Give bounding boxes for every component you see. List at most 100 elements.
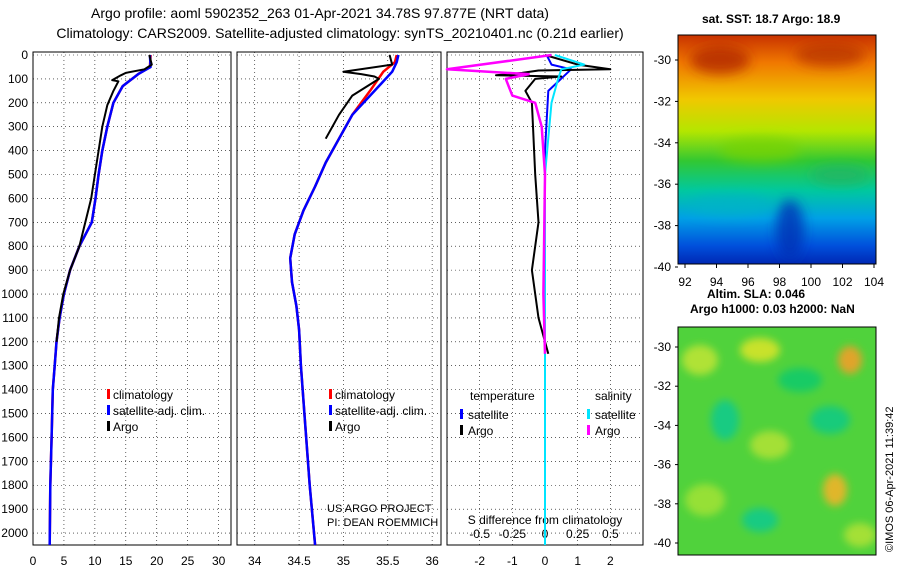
depth-tick-label: 500	[8, 168, 28, 182]
sst-lon-label: 98	[773, 275, 787, 289]
x-tick-label: 34.5	[287, 554, 311, 568]
sst-map	[677, 34, 877, 265]
sla-lat-label: -38	[654, 497, 672, 511]
sst-lat-label: -32	[654, 94, 672, 108]
x-tick-label: 30	[212, 554, 226, 568]
legend-swatch	[460, 409, 463, 419]
depth-tick-label: 1200	[1, 335, 28, 349]
sst-lon-label: 92	[678, 275, 692, 289]
x-tick-label: 2	[607, 554, 614, 568]
depth-tick-label: 1700	[1, 454, 28, 468]
x-tick-label: -2	[474, 554, 485, 568]
legend-swatch	[587, 425, 590, 435]
sla-lat-label: -30	[654, 340, 672, 354]
x-tick-label: 34	[248, 554, 262, 568]
sla-lat-label: -34	[654, 418, 672, 432]
sla-title-line-2: Argo h1000: 0.03 h2000: NaN	[690, 302, 855, 316]
x-tick-label: 1	[574, 554, 581, 568]
sla-lat-label: -32	[654, 379, 672, 393]
depth-tick-label: 1900	[1, 502, 28, 516]
depth-tick-label: 1600	[1, 430, 28, 444]
x-tick-label: 20	[150, 554, 164, 568]
legend-swatch	[587, 409, 590, 419]
diff-line	[445, 53, 552, 354]
depth-tick-label: 900	[8, 263, 28, 277]
depth-tick-label: 800	[8, 239, 28, 253]
x-tick-label: -1	[507, 554, 518, 568]
s-tick-label: -0.25	[499, 527, 527, 541]
x-tick-label: 35	[337, 554, 351, 568]
depth-tick-label: 1300	[1, 359, 28, 373]
sst-lat-label: -40	[654, 260, 672, 274]
title-line-2: Climatology: CARS2009. Satellite-adjuste…	[56, 25, 624, 41]
legend-group-label: salinity	[595, 389, 632, 403]
panel-frame	[32, 51, 232, 546]
sla-map	[677, 326, 877, 556]
sst-map-title: sat. SST: 18.7 Argo: 18.9	[702, 12, 841, 26]
legend-swatch	[107, 421, 110, 431]
satellite-adj-line	[48, 54, 152, 546]
depth-tick-label: 700	[8, 215, 28, 229]
x-tick-label: 5	[61, 554, 68, 568]
x-tick-label: 15	[119, 554, 133, 568]
legend-swatch	[107, 389, 110, 399]
depth-tick-label: 2000	[1, 526, 28, 540]
x-tick-label: 0	[542, 554, 549, 568]
sst-lat-label: -36	[654, 177, 672, 191]
legend-label: Argo	[113, 420, 139, 434]
imos-stamp: ©IMOS 06-Apr-2021 11:39:42	[884, 406, 896, 552]
sst-lat-label: -30	[654, 53, 672, 67]
legend-swatch	[460, 425, 463, 435]
depth-tick-label: 1000	[1, 287, 28, 301]
s-tick-label: 0.5	[602, 527, 619, 541]
depth-tick-label: 300	[8, 120, 28, 134]
panel-1: 0 5 10 15 20 25 30 climatology satellite-adj. cl…	[30, 51, 232, 568]
legend-group-label: temperature	[470, 389, 535, 403]
s-tick-label: 0.25	[566, 527, 590, 541]
x-tick-label: 36	[425, 554, 439, 568]
panel-3: -2 -1 0 1 2-0.5 -0.25 0 0.25 0.5S difference fro…	[445, 51, 644, 568]
depth-tick-label: 100	[8, 72, 28, 86]
legend-label: climatology	[113, 388, 173, 402]
diff-line	[495, 54, 612, 355]
title-line-1: Argo profile: aoml 5902352_263 01-Apr-20…	[91, 5, 549, 21]
legend-label: Argo	[468, 424, 494, 438]
legend-label: satellite	[595, 408, 636, 422]
s-tick-label: -0.5	[469, 527, 490, 541]
project-credit: US ARGO PROJECT	[327, 503, 432, 515]
legend-swatch	[329, 389, 332, 399]
sla-lat-label: -40	[654, 536, 672, 550]
panel-2: 34 34.5 35 35.5 36 climatology satellite-adj. …	[236, 51, 442, 568]
sst-lon-label: 96	[741, 275, 755, 289]
x-tick-label: 35.5	[376, 554, 400, 568]
depth-tick-label: 1400	[1, 383, 28, 397]
sla-title-line-1: Altim. SLA: 0.046	[707, 287, 806, 301]
legend-swatch	[329, 405, 332, 415]
depth-tick-label: 1100	[2, 311, 28, 325]
legend-swatch	[329, 421, 332, 431]
depth-tick-label: 1800	[1, 478, 28, 492]
satellite-adj-line	[288, 54, 400, 546]
sst-lat-label: -34	[654, 136, 672, 150]
argo-line	[324, 54, 394, 140]
depth-tick-label: 200	[8, 96, 28, 110]
x-tick-label: 25	[181, 554, 195, 568]
sst-lon-label: 94	[710, 275, 724, 289]
legend-label: climatology	[335, 388, 395, 402]
depth-tick-label: 0	[21, 48, 28, 62]
sst-lon-label: 102	[832, 275, 852, 289]
depth-tick-label: 600	[8, 191, 28, 205]
legend-swatch	[107, 405, 110, 415]
pi-credit: PI: DEAN ROEMMICH	[327, 517, 439, 529]
legend-label: Argo	[595, 424, 621, 438]
argo-line	[55, 54, 153, 342]
sst-lon-label: 104	[864, 275, 884, 289]
depth-tick-label: 400	[8, 144, 28, 158]
legend-label: satellite-adj. clim.	[335, 404, 427, 418]
sst-lon-label: 100	[801, 275, 821, 289]
sla-lat-label: -36	[654, 458, 672, 472]
legend-label: satellite	[468, 408, 509, 422]
panel-frame	[236, 51, 442, 546]
legend-label: satellite-adj. clim.	[113, 404, 205, 418]
